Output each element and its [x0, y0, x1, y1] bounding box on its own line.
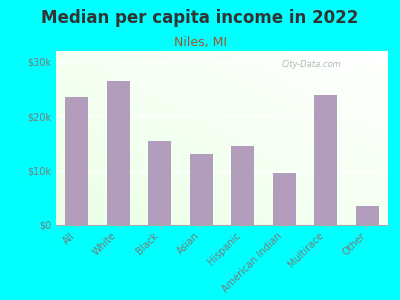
- Bar: [273, 173, 296, 225]
- Bar: [231, 146, 254, 225]
- Bar: [65, 97, 88, 225]
- Text: Niles, MI: Niles, MI: [174, 36, 226, 49]
- Bar: [107, 81, 130, 225]
- Text: Median per capita income in 2022: Median per capita income in 2022: [41, 9, 359, 27]
- Bar: [314, 94, 337, 225]
- Bar: [356, 206, 379, 225]
- Bar: [148, 141, 171, 225]
- Bar: [190, 154, 213, 225]
- Text: City-Data.com: City-Data.com: [282, 60, 342, 69]
